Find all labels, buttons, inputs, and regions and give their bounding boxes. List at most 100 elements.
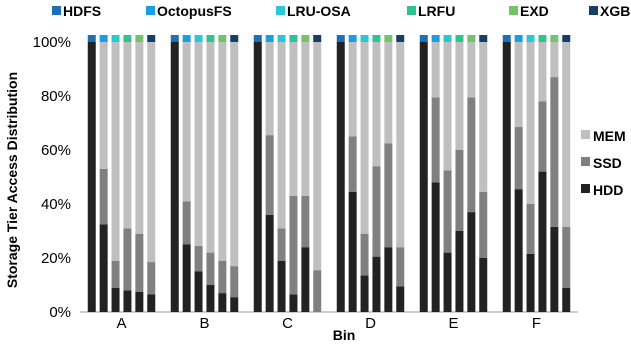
bar-segment-ssd [206, 252, 215, 285]
bar-segment-hdd [479, 258, 488, 312]
legend-swatch-hdd [581, 184, 590, 193]
bar-cap-octopusfs [348, 35, 357, 42]
bar-cap-xgb [479, 35, 488, 42]
legend-swatch-mem [581, 130, 590, 139]
bar-cap-xgb [396, 35, 405, 42]
bar-segment-mem [147, 42, 156, 263]
bar-segment-ssd [396, 247, 405, 287]
bar-segment-hdd [135, 291, 144, 312]
legend-label-mem: MEM [593, 128, 626, 144]
bar-cap-octopusfs [265, 35, 274, 42]
y-tick-label: 100% [33, 34, 71, 51]
bar-cap-hdfs [419, 35, 428, 42]
bar-segment-mem [111, 42, 120, 261]
bar-cap-lru-osa [443, 35, 452, 42]
bar-segment-mem [431, 42, 440, 98]
bar-segment-ssd [218, 260, 227, 294]
bar-cap-lrfu [538, 35, 547, 42]
bar-segment-hdd [87, 42, 96, 312]
bar-segment-hdd [123, 290, 132, 312]
bar-segment-ssd [479, 191, 488, 258]
bar-cap-lru-osa [360, 35, 369, 42]
y-tick-label: 80% [41, 88, 71, 105]
legend-label-ssd: SSD [593, 155, 622, 171]
bar-cap-lru-osa [194, 35, 203, 42]
bar-segment-mem [218, 42, 227, 261]
bar-segment-ssd [443, 170, 452, 253]
bar-segment-hdd [289, 294, 298, 312]
bar-cap-hdfs [336, 35, 345, 42]
y-axis-title: Storage Tier Access Distribution [4, 72, 20, 288]
bar-cap-lru-osa [111, 35, 120, 42]
y-tick-label: 20% [41, 250, 71, 267]
legend-label-lru-osa: LRU-OSA [287, 3, 351, 19]
bar-segment-ssd [123, 228, 132, 291]
bar-segment-hdd [182, 244, 191, 312]
bar-segment-mem [396, 42, 405, 248]
bar-segment-ssd [182, 201, 191, 245]
bar-cap-lrfu [372, 35, 381, 42]
legend-swatch-exd [509, 6, 518, 15]
bar-cap-xgb [313, 35, 322, 42]
bar-segment-hdd [372, 256, 381, 312]
legend-swatch-hdfs [52, 6, 61, 15]
bar-cap-hdfs [253, 35, 262, 42]
bar-segment-hdd [514, 189, 523, 312]
system-legend: HDFS OctopusFS LRU-OSA LRFU EXD XGB [52, 3, 630, 19]
bar-segment-mem [313, 42, 322, 271]
bar-cap-exd [550, 35, 559, 42]
legend-swatch-lrfu [407, 6, 416, 15]
bar-cap-octopusfs [514, 35, 523, 42]
bar-segment-mem [384, 42, 393, 144]
bar-cap-octopusfs [99, 35, 108, 42]
bar-cap-octopusfs [431, 35, 440, 42]
x-tick-label: E [448, 315, 458, 332]
x-tick-label: B [199, 315, 209, 332]
bar-cap-xgb [147, 35, 156, 42]
y-tick-label: 60% [41, 142, 71, 159]
legend-label-xgb: XGB [600, 3, 630, 19]
bar-cap-lrfu [206, 35, 215, 42]
legend-label-hdfs: HDFS [63, 3, 101, 19]
bar-cap-lru-osa [526, 35, 535, 42]
legend-label-hdd: HDD [593, 182, 623, 198]
bar-segment-mem [562, 42, 571, 227]
bar-segment-hdd [147, 294, 156, 312]
bar-cap-hdfs [170, 35, 179, 42]
bar-segment-ssd [147, 262, 156, 295]
bar-cap-exd [467, 35, 476, 42]
bar-segment-ssd [372, 166, 381, 257]
bar-cap-hdfs [87, 35, 96, 42]
bar-segment-ssd [562, 226, 571, 288]
bar-segment-mem [301, 42, 310, 196]
bar-segment-mem [455, 42, 464, 150]
y-tick-label: 40% [41, 196, 71, 213]
bar-segment-hdd [526, 253, 535, 312]
bar-segment-ssd [360, 233, 369, 276]
bar-segment-hdd [194, 271, 203, 312]
bars [87, 35, 571, 312]
bar-segment-ssd [538, 101, 547, 172]
bar-segment-ssd [384, 143, 393, 248]
bar-segment-mem [230, 42, 239, 267]
bar-cap-xgb [230, 35, 239, 42]
bar-segment-mem [526, 42, 535, 204]
bar-segment-hdd [111, 287, 120, 312]
bar-segment-ssd [348, 136, 357, 192]
bar-segment-hdd [384, 247, 393, 312]
legend-swatch-octopusfs [146, 6, 155, 15]
bar-cap-exd [384, 35, 393, 42]
bar-segment-mem [538, 42, 547, 102]
bar-cap-lrfu [289, 35, 298, 42]
bar-segment-mem [182, 42, 191, 202]
bar-segment-ssd [550, 77, 559, 227]
legend-label-octopusfs: OctopusFS [157, 3, 232, 19]
bar-segment-hdd [253, 42, 262, 312]
bar-segment-ssd [265, 135, 274, 215]
bar-segment-hdd [170, 42, 179, 312]
bar-segment-hdd [99, 224, 108, 312]
legend-label-exd: EXD [520, 3, 549, 19]
bar-cap-exd [135, 35, 144, 42]
bar-segment-hdd [538, 171, 547, 312]
